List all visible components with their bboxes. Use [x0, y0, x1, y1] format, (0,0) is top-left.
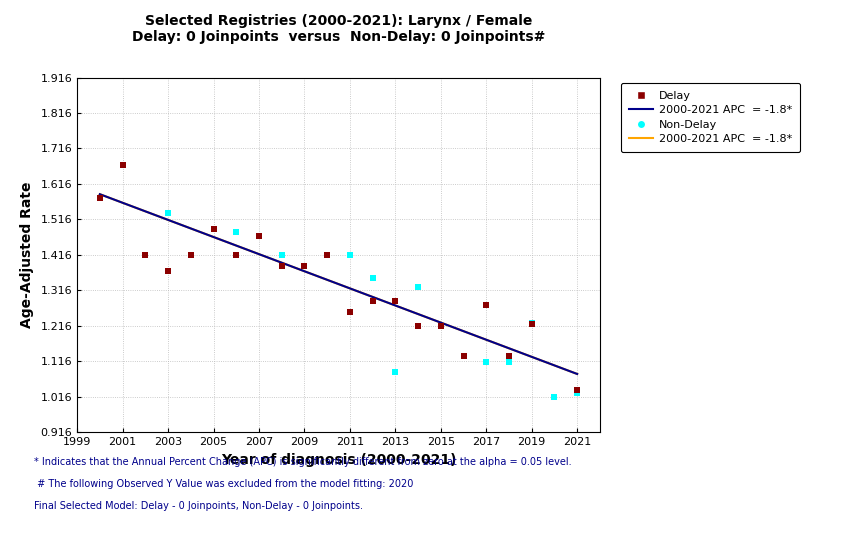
Point [570, 386, 584, 394]
Point [207, 224, 220, 233]
Point [116, 160, 129, 169]
Point [343, 307, 357, 316]
Point [502, 352, 516, 361]
Point [93, 194, 107, 203]
Point [524, 318, 538, 327]
Point [139, 251, 153, 260]
Point [524, 320, 538, 329]
Point [411, 322, 425, 331]
Text: * Indicates that the Annual Percent Change (APC) is significantly different from: * Indicates that the Annual Percent Chan… [34, 457, 572, 467]
Text: Delay: 0 Joinpoints  versus  Non-Delay: 0 Joinpoints#: Delay: 0 Joinpoints versus Non-Delay: 0 … [132, 30, 545, 44]
Point [434, 322, 447, 331]
X-axis label: Year of diagnosis (2000-2021): Year of diagnosis (2000-2021) [221, 453, 456, 466]
Point [343, 251, 357, 260]
Point [93, 194, 107, 203]
Point [297, 261, 311, 270]
Point [252, 231, 266, 240]
Point [116, 160, 129, 169]
Point [479, 357, 493, 366]
Point [366, 297, 380, 306]
Point [411, 283, 425, 291]
Point [502, 357, 516, 366]
Point [139, 251, 153, 260]
Point [321, 251, 334, 260]
Point [230, 251, 243, 260]
Point [184, 251, 198, 260]
Point [297, 261, 311, 270]
Point [388, 368, 402, 377]
Point [275, 251, 289, 260]
Y-axis label: Age-Adjusted Rate: Age-Adjusted Rate [20, 182, 33, 328]
Point [457, 352, 470, 361]
Point [230, 228, 243, 237]
Point [570, 389, 584, 398]
Point [479, 300, 493, 309]
Point [184, 251, 198, 260]
Point [434, 322, 447, 331]
Point [457, 352, 470, 361]
Legend: Delay, 2000-2021 APC  = -1.8*, Non-Delay, 2000-2021 APC  = -1.8*: Delay, 2000-2021 APC = -1.8*, Non-Delay,… [621, 83, 800, 152]
Text: Final Selected Model: Delay - 0 Joinpoints, Non-Delay - 0 Joinpoints.: Final Selected Model: Delay - 0 Joinpoin… [34, 501, 363, 511]
Point [161, 208, 175, 217]
Point [366, 274, 380, 283]
Text: # The following Observed Y Value was excluded from the model fitting: 2020: # The following Observed Y Value was exc… [34, 479, 414, 489]
Point [321, 251, 334, 260]
Point [207, 224, 220, 233]
Point [388, 297, 402, 306]
Point [275, 261, 289, 270]
Point [252, 231, 266, 240]
Point [548, 393, 561, 402]
Point [161, 266, 175, 275]
Text: Selected Registries (2000-2021): Larynx / Female: Selected Registries (2000-2021): Larynx … [145, 14, 532, 28]
